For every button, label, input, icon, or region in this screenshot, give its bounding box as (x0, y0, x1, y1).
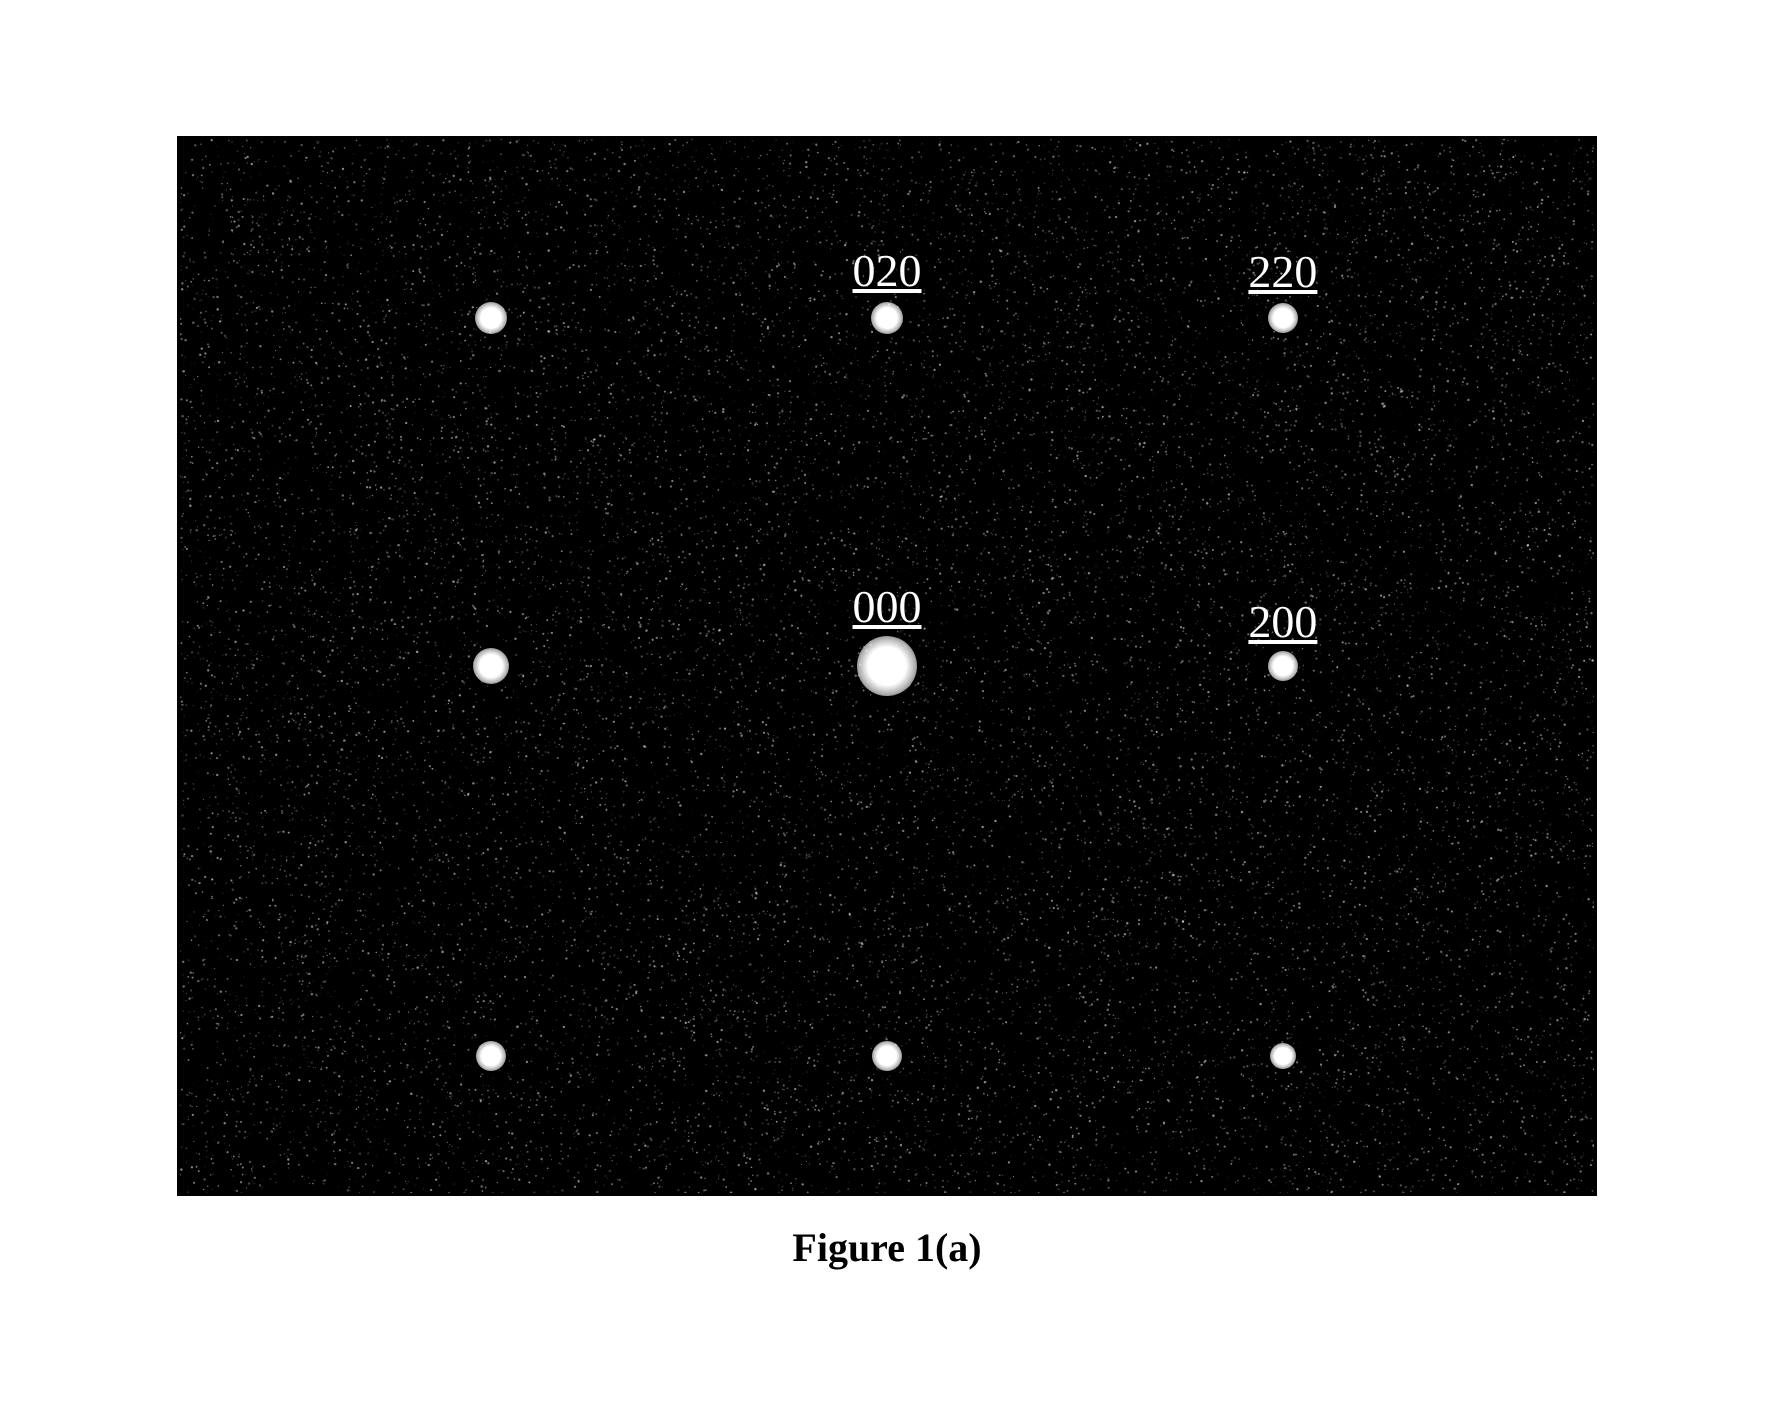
diffraction-spot-r0c1 (871, 302, 903, 334)
figure-caption: Figure 1(a) (792, 1224, 981, 1271)
diffraction-spot-r2c2 (1270, 1043, 1296, 1069)
spot-label-220: 220 (1248, 245, 1317, 298)
spot-label-000: 000 (853, 580, 922, 633)
diffraction-spot-r2c1 (872, 1041, 902, 1071)
diffraction-spot-r1c2 (1268, 651, 1298, 681)
diffraction-spot-r0c2 (1268, 303, 1298, 333)
diffraction-pattern-panel: 020 220 000 200 (177, 136, 1597, 1196)
spot-label-200: 200 (1248, 595, 1317, 648)
diffraction-spot-r0c0 (475, 302, 507, 334)
figure-container: 020 220 000 200 Figure 1(a) (177, 136, 1597, 1271)
spot-label-020: 020 (853, 244, 922, 297)
diffraction-spot-r2c0 (476, 1041, 506, 1071)
diffraction-spot-r1c0 (473, 648, 509, 684)
diffraction-spot-r1c1 (857, 636, 917, 696)
